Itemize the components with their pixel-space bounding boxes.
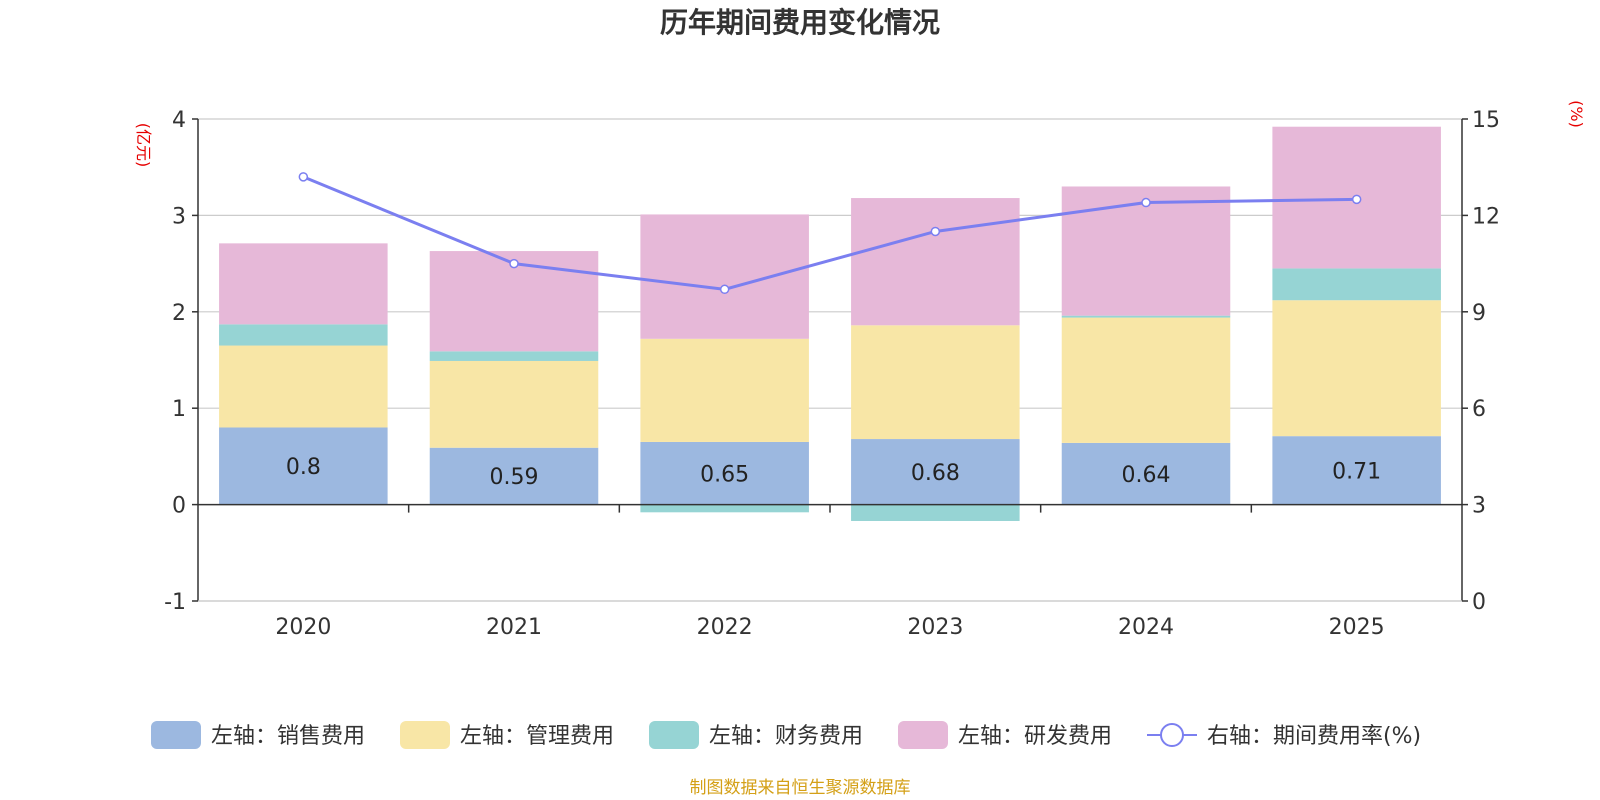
left-axis-unit: (亿元)	[134, 123, 153, 168]
bar-管理费用-2020	[219, 345, 388, 428]
legend-label-2: 左轴：财务费用	[709, 724, 863, 749]
data-label-2023: 0.68	[911, 461, 960, 486]
right-tick-label-0: 0	[1472, 590, 1486, 615]
bar-研发费用-2022	[640, 214, 809, 339]
x-tick-label-2023: 2023	[907, 615, 963, 640]
x-tick-label-2022: 2022	[697, 615, 753, 640]
bar-财务费用-2020	[219, 324, 388, 346]
bar-销售费用-2020	[219, 427, 388, 505]
source-note: 制图数据来自恒生聚源数据库	[690, 778, 911, 798]
legend-swatch-1	[400, 721, 450, 749]
legend: 左轴：销售费用 左轴：管理费用 左轴：财务费用 左轴：研发费用 右轴：期间费用率(%)	[151, 721, 1421, 749]
bar-销售费用-2023	[851, 439, 1020, 505]
x-tick-label-2021: 2021	[486, 615, 542, 640]
bar-销售费用-2022	[640, 441, 809, 505]
x-tick-label-2020: 2020	[275, 615, 331, 640]
bar-管理费用-2023	[851, 325, 1020, 440]
expense-rate-line	[298, 172, 1362, 295]
bars	[219, 126, 1441, 521]
x-tick-label-2025: 2025	[1329, 615, 1385, 640]
bar-研发费用-2023	[851, 198, 1020, 326]
left-tick-label--1: -1	[164, 590, 186, 615]
left-tick-label-1: 1	[172, 397, 186, 422]
bar-管理费用-2021	[429, 360, 599, 448]
legend-label-4: 右轴：期间费用率(%)	[1207, 724, 1421, 749]
line-point-2021	[509, 258, 519, 269]
line-point-2022	[719, 284, 730, 295]
bar-研发费用-2020	[219, 243, 388, 325]
right-tick-label-15: 15	[1472, 108, 1500, 133]
bar-研发费用-2024	[1061, 186, 1231, 316]
bar-财务费用-2024	[1061, 315, 1231, 318]
bar-财务费用-2025	[1272, 268, 1441, 301]
legend-swatch-0	[151, 721, 201, 749]
chart-title: 历年期间费用变化情况	[660, 6, 940, 39]
legend-label-1: 左轴：管理费用	[460, 724, 614, 749]
bar-销售费用-2024	[1061, 442, 1231, 505]
bar-管理费用-2025	[1272, 300, 1441, 437]
left-tick-label-4: 4	[172, 108, 186, 133]
data-label-2021: 0.59	[490, 465, 539, 490]
legend-label-3: 左轴：研发费用	[958, 724, 1112, 749]
bar-财务费用-2023	[851, 504, 1020, 521]
left-tick-label-3: 3	[172, 204, 186, 229]
bar-财务费用-2021	[429, 351, 599, 361]
bar-财务费用-2022	[640, 504, 809, 513]
line-point-2023	[930, 226, 941, 237]
data-label-2020: 0.8	[286, 455, 321, 480]
data-label-2022: 0.65	[700, 462, 749, 487]
legend-swatch-3	[898, 721, 948, 749]
bar-销售费用-2021	[429, 447, 599, 505]
right-tick-label-6: 6	[1472, 397, 1486, 422]
data-label-2024: 0.64	[1122, 463, 1171, 488]
left-tick-label-0: 0	[172, 494, 186, 519]
line-point-2020	[298, 172, 309, 182]
data-labels: 0.8 0.59 0.65 0.68 0.64 0.71	[286, 455, 1381, 490]
right-axis-unit: (%)	[1567, 100, 1586, 128]
legend-swatch-2	[649, 721, 699, 749]
line-point-2024	[1141, 197, 1151, 208]
right-tick-label-12: 12	[1472, 204, 1500, 229]
legend-label-0: 左轴：销售费用	[211, 724, 365, 749]
data-label-2025: 0.71	[1332, 459, 1381, 484]
right-tick-label-9: 9	[1472, 301, 1486, 326]
x-tick-label-2024: 2024	[1118, 615, 1174, 640]
legend-line-marker	[1160, 723, 1184, 747]
right-tick-label-3: 3	[1472, 494, 1486, 519]
bar-销售费用-2025	[1272, 436, 1441, 505]
left-tick-label-2: 2	[172, 301, 186, 326]
bar-管理费用-2022	[640, 338, 809, 442]
line-point-2025	[1351, 194, 1362, 205]
line-path	[302, 175, 1357, 291]
bar-管理费用-2024	[1061, 317, 1231, 443]
